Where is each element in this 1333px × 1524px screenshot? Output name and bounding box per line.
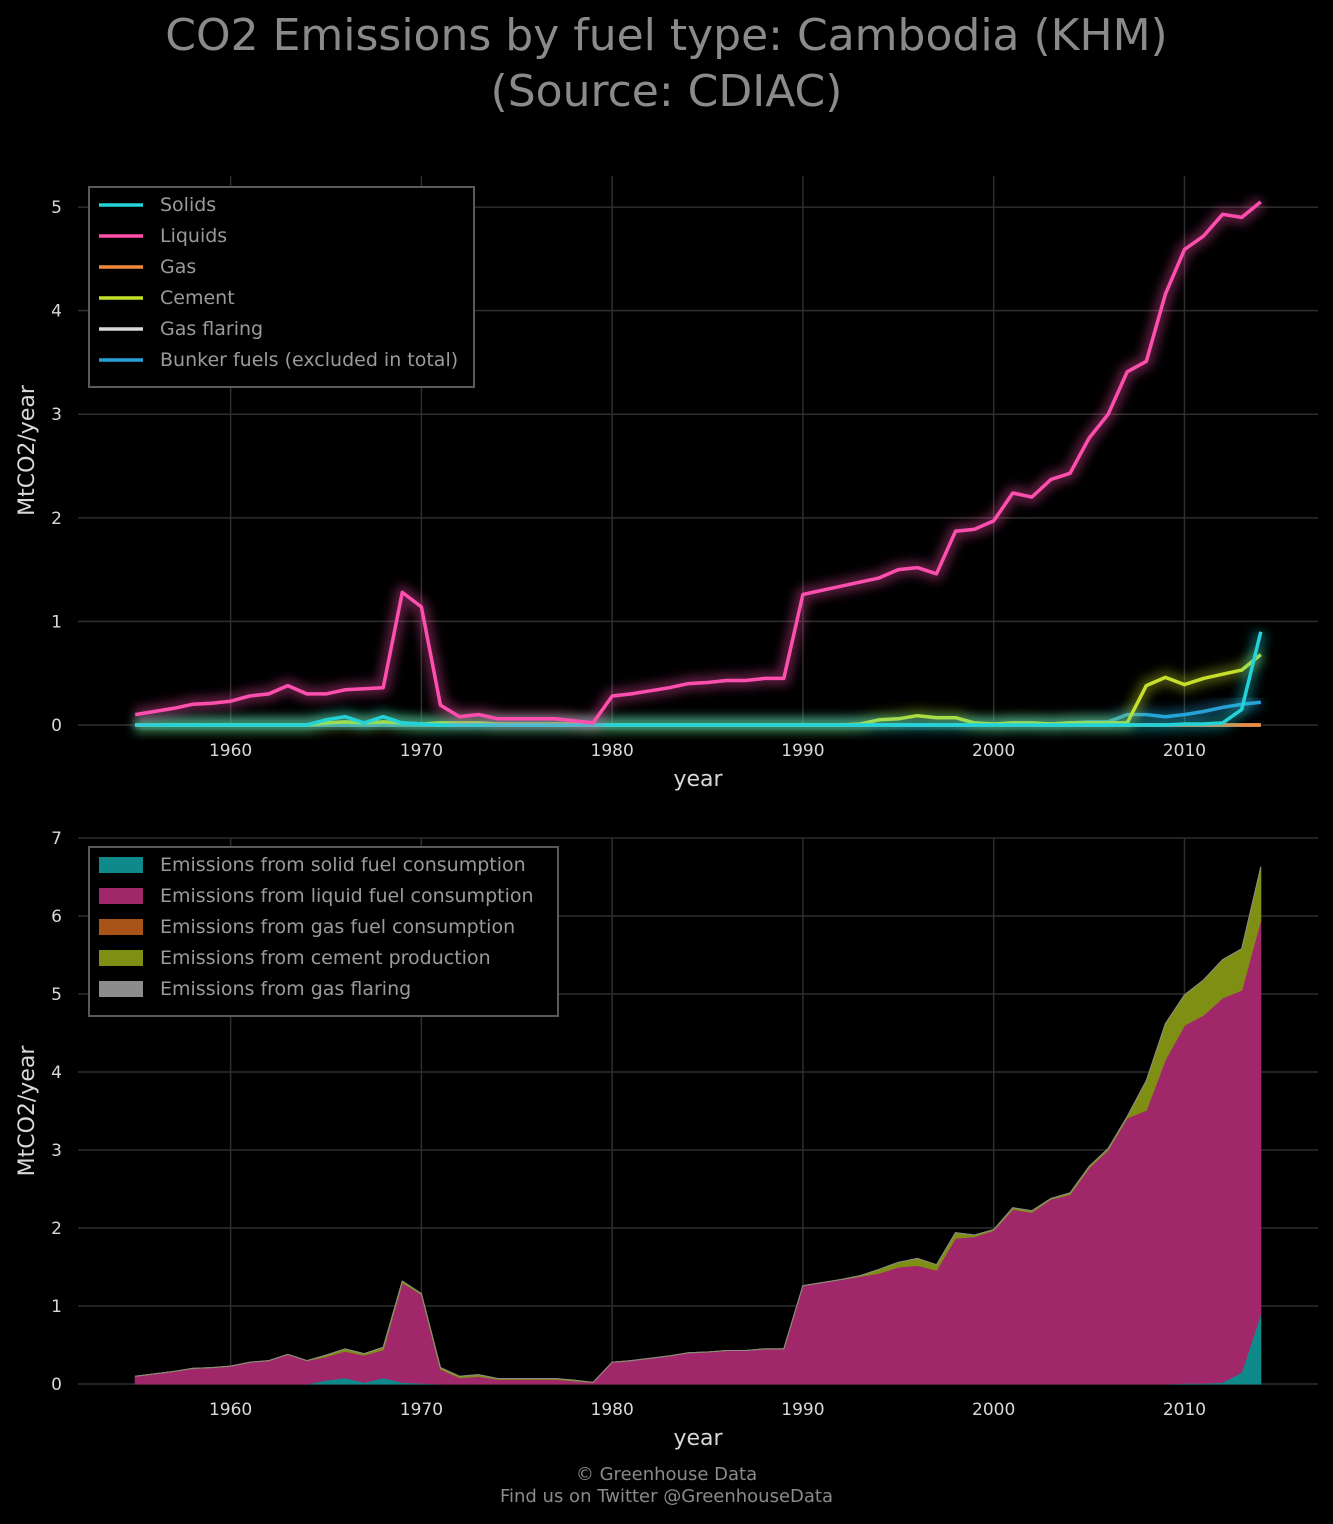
area-chart-y-tick-label: 0	[51, 1375, 62, 1395]
area-chart-x-tick-label: 1980	[591, 1400, 634, 1420]
area-chart-x-tick-label: 2010	[1163, 1400, 1206, 1420]
area-chart-y-tick-label: 2	[51, 1219, 62, 1239]
area-chart-x-tick-label: 1960	[209, 1400, 252, 1420]
emissions-stacked-area-chart: 1960 1970 1980 1990 2000 2010 0 1 2 3 4 5 6 7 year MtCO…	[15, 829, 1318, 1451]
footer-copyright: © Greenhouse Data	[575, 1464, 758, 1485]
emissions-line-chart: 1960 1970 1980 1990 2000 2010 0 1 2 3 4 5 year MtCO2/…	[15, 176, 1318, 792]
area-chart-x-tick-label: 2000	[972, 1400, 1015, 1420]
area-chart-x-tick-label: 1990	[781, 1400, 824, 1420]
line-chart-y-tick-label: 5	[51, 198, 62, 218]
area-chart-legend-swatch	[99, 981, 143, 997]
area-chart-legend-swatch	[99, 857, 143, 873]
area-chart-y-tick-label: 6	[51, 907, 62, 927]
area-chart-y-tick-label: 4	[51, 1063, 62, 1083]
line-chart-x-tick-label: 1990	[781, 741, 824, 761]
area-chart-legend-label: Emissions from gas fuel consumption	[160, 916, 515, 938]
area-chart-y-axis-label: MtCO2/year	[15, 1045, 40, 1177]
line-chart-legend-label: Bunker fuels (excluded in total)	[160, 349, 458, 371]
line-chart-x-tick-label: 1980	[591, 741, 634, 761]
line-chart-y-tick-label: 2	[51, 509, 62, 529]
line-chart-x-tick-label: 2010	[1163, 741, 1206, 761]
area-chart-legend-label: Emissions from gas flaring	[160, 978, 411, 1000]
area-chart-x-tick-label: 1970	[400, 1400, 443, 1420]
area-chart-y-tick-label: 5	[51, 985, 62, 1005]
series-line-solids	[135, 631, 1263, 727]
area-chart-legend-label: Emissions from liquid fuel consumption	[160, 885, 534, 907]
chart-title-line1: CO2 Emissions by fuel type: Cambodia (KH…	[165, 10, 1168, 61]
line-chart-legend-label: Gas flaring	[160, 318, 263, 340]
area-chart-legend-swatch	[99, 950, 143, 966]
line-chart-y-tick-label: 4	[51, 302, 62, 322]
line-chart-legend-label: Cement	[160, 287, 235, 309]
line-chart-legend-label: Solids	[160, 194, 216, 216]
line-chart-x-tick-label: 1970	[400, 741, 443, 761]
area-area_flaring	[135, 866, 1262, 1383]
chart-title: CO2 Emissions by fuel type: Cambodia (KH…	[0, 8, 1333, 120]
line-chart-legend-label: Liquids	[160, 225, 227, 247]
area-chart-y-tick-label: 1	[51, 1297, 62, 1317]
line-chart-x-axis-label: year	[673, 767, 723, 792]
area-chart-legend-label: Emissions from cement production	[160, 947, 491, 969]
line-chart-y-tick-label: 1	[51, 612, 62, 632]
chart-title-line2: (Source: CDIAC)	[490, 66, 843, 117]
line-chart-legend-box	[88, 186, 475, 388]
footer-twitter: Find us on Twitter @GreenhouseData	[499, 1486, 834, 1507]
line-chart-x-tick-label: 2000	[972, 741, 1015, 761]
line-chart-y-tick-label: 3	[51, 405, 62, 425]
series-line-liquids	[134, 200, 1262, 725]
line-chart-y-axis-label: MtCO2/year	[15, 384, 40, 516]
area-chart-legend-label: Emissions from solid fuel consumption	[160, 854, 526, 876]
area-chart-y-tick-label: 7	[51, 829, 62, 849]
area-chart-legend-swatch	[99, 919, 143, 935]
area-chart-legend-box	[88, 846, 559, 1017]
line-chart-y-tick-label: 0	[51, 716, 62, 736]
area-chart-x-axis-label: year	[673, 1426, 723, 1451]
line-chart-legend-label: Gas	[160, 256, 196, 278]
area-chart-legend-swatch	[99, 888, 143, 904]
footer: © Greenhouse Data Find us on Twitter @Gr…	[0, 1464, 1333, 1508]
area-chart-y-tick-label: 3	[51, 1141, 62, 1161]
line-chart-x-tick-label: 1960	[209, 741, 252, 761]
